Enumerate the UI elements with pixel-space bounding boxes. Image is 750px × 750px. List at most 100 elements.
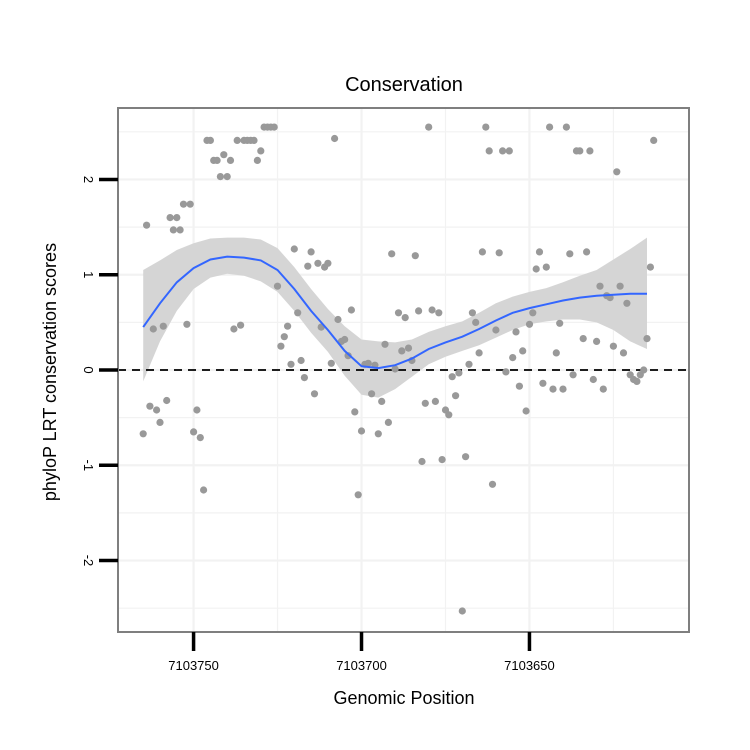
data-point [512,328,520,336]
data-point [149,325,157,333]
data-point [307,248,315,256]
x-axis-label: Genomic Position [333,688,474,708]
data-point [220,151,228,159]
y-axis-label: phyloP LRT conservation scores [40,243,60,501]
data-point [143,221,151,229]
data-point [206,136,214,144]
data-point [310,390,319,398]
data-point [415,307,423,315]
data-point [253,156,261,164]
y-tick-label: 2 [81,176,96,183]
data-point [284,322,292,330]
data-point [179,200,188,208]
data-point [431,397,439,405]
data-point [394,309,403,317]
data-point [190,428,198,436]
data-point [398,347,406,355]
data-point [374,430,382,438]
data-point [539,379,547,387]
data-point [368,390,376,398]
data-point [257,147,265,155]
data-point [196,434,204,442]
data-point [640,366,648,374]
data-point [139,430,147,438]
data-point [384,418,392,426]
grid [118,108,689,632]
data-point [646,263,655,271]
data-point [200,486,208,494]
data-point [472,318,480,326]
y-tick-label: 0 [81,366,96,373]
data-point [499,147,507,155]
data-point [485,147,493,155]
data-point [613,168,621,176]
data-point [273,282,282,290]
data-point [458,607,466,615]
data-point [505,147,513,155]
data-points [139,123,658,615]
data-point [643,335,651,343]
data-point [347,306,355,314]
data-point [586,147,594,155]
data-point [230,325,238,333]
data-point [193,406,201,414]
data-point [287,360,295,368]
data-point [633,377,641,385]
data-point [381,340,389,348]
data-point [324,259,332,267]
data-point [425,123,433,131]
data-point [529,309,537,317]
data-point [495,249,503,257]
data-point [280,333,288,341]
data-point [418,457,426,466]
data-point [559,385,567,393]
data-point [478,248,486,256]
data-point [566,250,574,258]
data-point [153,406,161,414]
data-point [344,352,352,360]
data-point [223,173,231,181]
data-point [475,349,483,357]
data-point [290,245,298,253]
data-point [166,214,174,222]
data-point [378,397,386,405]
data-point [452,392,460,400]
data-point [404,344,413,352]
data-point [549,385,557,393]
data-point [213,156,221,164]
data-point [482,123,490,131]
data-point [300,374,308,382]
data-point [297,356,305,365]
data-point [364,359,372,367]
data-point [579,335,587,343]
x-tick-label: 7103700 [336,658,387,673]
y-tick-label: 1 [81,271,96,278]
data-point [445,411,453,419]
data-point [163,396,171,405]
data-point [522,407,530,415]
data-point [334,315,342,324]
data-point [327,359,335,367]
data-point [357,427,366,435]
data-point [448,373,456,381]
data-point [186,200,194,208]
data-point [492,326,500,334]
data-point [173,214,181,222]
data-point [465,360,473,368]
data-point [304,262,312,270]
data-point [438,456,446,464]
data-point [589,375,597,384]
data-point [616,282,624,290]
data-point [354,491,362,499]
data-point [435,309,443,317]
data-point [455,369,463,377]
data-point [619,349,628,357]
data-point [552,349,560,357]
data-point [216,173,224,181]
data-point [237,321,245,329]
data-point [146,402,154,410]
smooth-fit-line [142,255,647,370]
data-point [341,335,349,344]
data-point [556,319,564,327]
data-point [596,282,604,290]
